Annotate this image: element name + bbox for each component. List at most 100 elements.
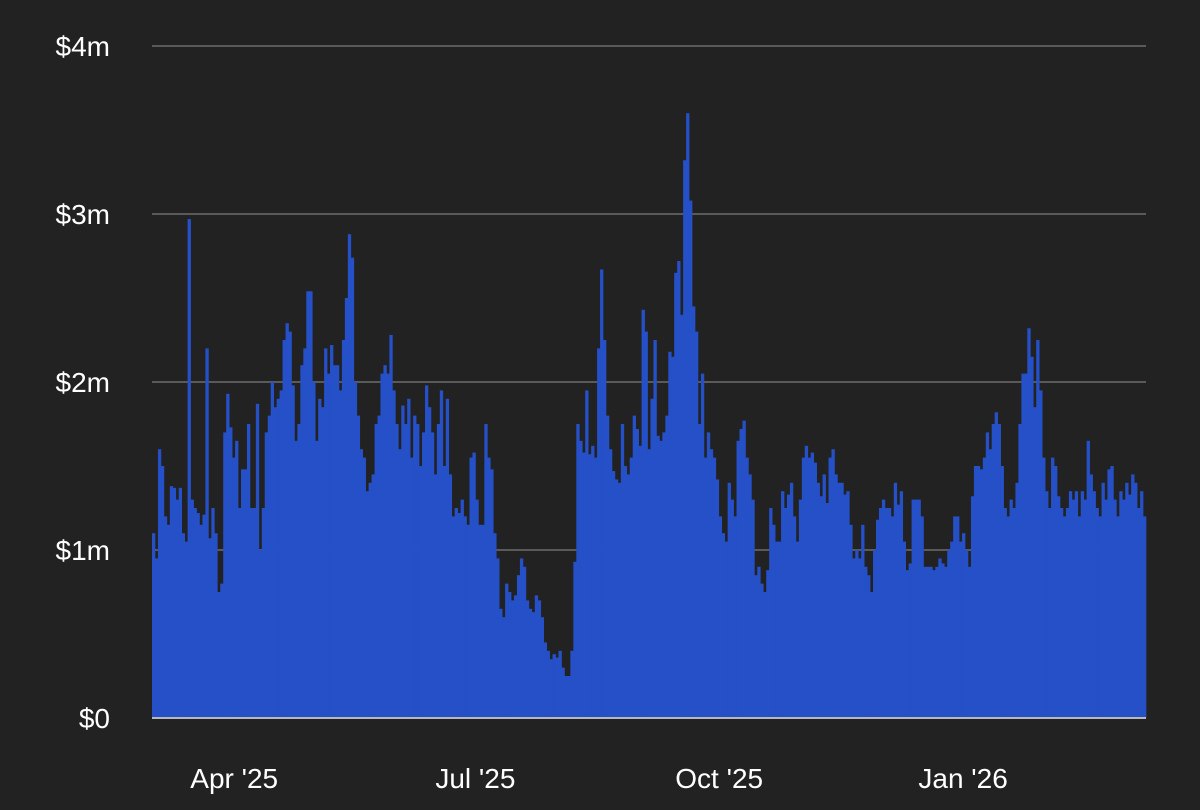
bar [208,538,212,718]
bar [416,424,420,718]
bar [270,382,275,718]
y-tick-label: $3m [56,199,110,230]
bar [1024,373,1028,718]
bar [1080,491,1085,718]
bar [650,398,654,718]
bar [1039,390,1043,718]
bar [576,424,580,718]
bar [801,457,806,718]
bar [276,398,280,718]
bar [451,516,456,718]
bar [519,558,524,718]
bar [232,457,236,718]
bar [255,403,260,718]
bar [1006,516,1010,718]
bar [843,494,847,718]
bar [807,457,812,718]
bar [294,440,298,718]
bar [804,445,809,718]
bar [920,516,924,718]
bar [608,449,613,718]
bar [1089,474,1093,718]
y-tick-label: $0 [79,703,110,734]
bar [439,390,444,718]
bar [1009,499,1013,718]
bar [1033,407,1037,718]
bar [368,482,372,718]
bar [671,356,675,718]
bar [902,541,907,718]
bar [493,533,497,718]
bar [798,499,803,718]
bar [235,440,239,718]
bar [549,659,553,718]
bar [591,445,595,718]
bar [436,424,441,718]
bar [775,541,779,718]
bar [870,592,874,718]
bar [709,449,714,718]
bar [401,405,405,718]
bar [555,657,559,718]
bar [398,449,402,718]
bar [484,424,488,718]
bar [330,345,334,718]
bar [413,415,417,718]
bar [1003,508,1007,718]
bar [454,508,458,718]
bar [694,331,699,718]
bar [419,466,423,718]
bar [641,309,645,718]
bar [861,524,865,718]
bar [855,550,859,718]
bar [466,524,470,718]
bar [567,676,571,718]
bar [600,269,604,718]
bar [908,563,912,718]
bar [261,508,266,718]
bar [970,496,975,718]
bar [795,541,800,718]
bar [383,365,387,718]
bar [1104,499,1108,718]
bar [404,424,408,718]
bar [534,595,539,718]
bar [380,373,384,718]
bar [1021,373,1025,718]
bar [430,432,435,718]
bar [1051,457,1055,718]
bar [1101,482,1105,718]
bar [1119,491,1123,718]
bar [620,424,625,718]
bar [422,432,426,718]
bar [223,432,227,718]
bar [410,457,414,718]
bar [157,449,162,718]
bar [896,504,901,718]
bar [846,491,850,718]
bar [229,427,233,718]
bar [677,261,681,718]
bar [1054,466,1058,718]
bar [374,424,378,718]
bar [356,415,361,718]
bar [834,474,838,718]
bar [786,494,791,718]
bar [196,513,200,718]
bar [1056,496,1061,718]
bar [813,462,817,718]
bar-series [152,113,1147,719]
bar [700,373,705,718]
bar [199,524,203,718]
bar [668,351,672,718]
bar [511,600,515,718]
bar [540,617,545,718]
bar [962,533,966,718]
bar [528,608,533,718]
bar [341,340,346,718]
bar [911,499,915,718]
y-tick-label: $4m [56,31,110,62]
bar [537,600,542,718]
bar [884,508,889,718]
bar [217,592,221,718]
